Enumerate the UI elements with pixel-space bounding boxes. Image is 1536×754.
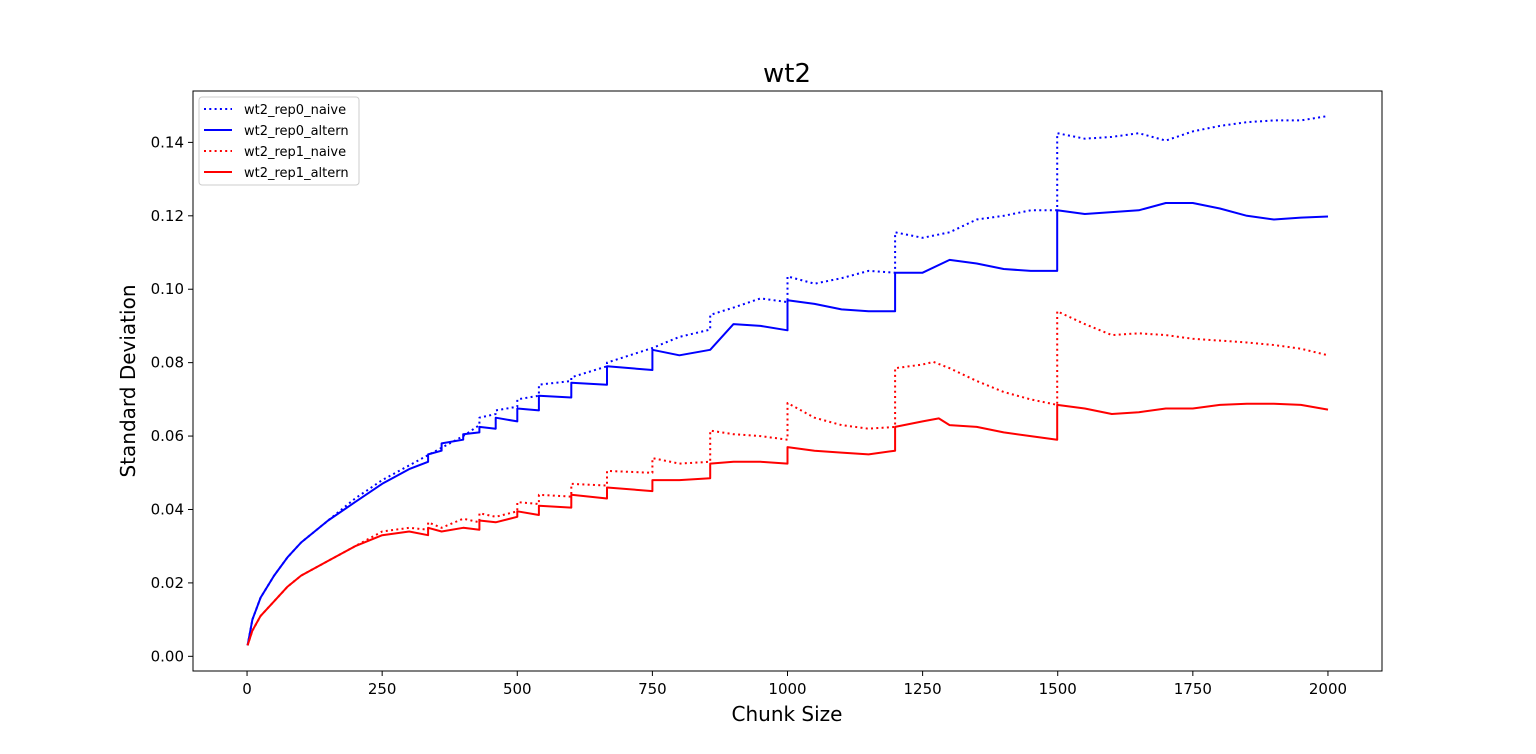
legend: wt2_rep0_naive wt2_rep0_altern wt2_rep1_na… [198,96,360,186]
y-axis-label: Standard Deviation [116,284,140,477]
y-axis: 0.00 0.02 0.04 0.06 0.08 0.10 0.12 0.14 [151,133,193,665]
legend-label: wt2_rep0_altern [244,124,349,139]
x-tick-label: 750 [638,680,667,698]
y-tick-label: 0.12 [151,207,184,225]
y-tick-label: 0.10 [151,280,184,298]
x-tick-label: 1500 [1039,680,1077,698]
y-tick-label: 0.08 [151,354,184,372]
y-tick-label: 0.04 [151,500,184,518]
x-tick-label: 0 [242,680,252,698]
x-axis-label: Chunk Size [732,702,843,726]
x-tick-label: 1000 [768,680,806,698]
legend-frame [198,96,360,186]
y-tick-label: 0.00 [151,647,184,665]
x-axis: 0 250 500 750 1000 1250 1500 1750 2000 [242,671,1347,698]
legend-label: wt2_rep1_naive [244,145,346,160]
legend-label: wt2_rep1_altern [244,166,349,181]
y-tick-label: 0.14 [151,133,184,151]
series-line-wt2_rep1_naive [246,310,1329,646]
x-tick-label: 1750 [1174,680,1212,698]
x-tick-label: 2000 [1309,680,1347,698]
y-tick-label: 0.06 [151,427,184,445]
x-tick-label: 500 [503,680,532,698]
series-line-wt2_rep0_naive [246,115,1329,646]
x-tick-label: 1250 [904,680,942,698]
series-layer [246,115,1329,646]
legend-entries: wt2_rep0_naive wt2_rep0_altern wt2_rep1_na… [204,103,349,181]
legend-label: wt2_rep0_naive [244,103,346,118]
x-tick-label: 250 [368,680,397,698]
y-tick-label: 0.02 [151,574,184,592]
chart-title: wt2 [763,59,811,89]
series-line-wt2_rep0_altern [246,202,1329,646]
series-line-wt2_rep1_altern [246,402,1329,646]
